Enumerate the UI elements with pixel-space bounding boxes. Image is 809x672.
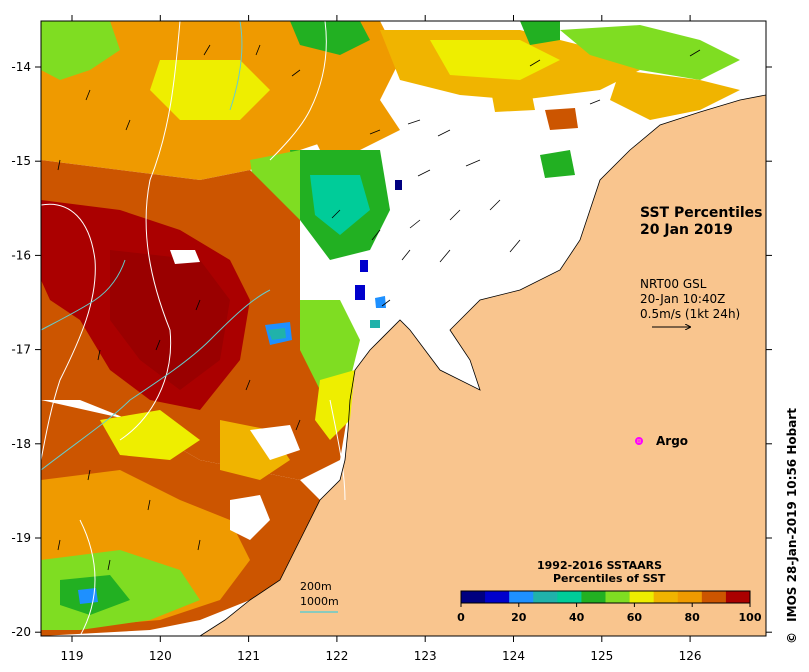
x-tick-label: 123: [414, 649, 437, 663]
colorbar-tick-label: 0: [457, 611, 465, 624]
coastline: [199, 94, 766, 636]
y-tick-label: -20: [11, 625, 31, 639]
colorbar-swatch: [557, 591, 582, 603]
y-tick-label: -14: [11, 60, 31, 74]
colorbar-swatch: [701, 591, 727, 603]
x-tick-label: 124: [502, 649, 525, 663]
argo-float-marker[interactable]: [635, 437, 643, 445]
colorbar-swatch: [461, 591, 486, 603]
colorbar-outline: [460, 590, 751, 604]
y-tick-label: -18: [11, 437, 31, 451]
colorbar-title-line1: 1992-2016 SSTAARS: [537, 559, 662, 572]
colorbar-swatch: [509, 591, 534, 603]
sst-field: [41, 21, 740, 636]
colorbar-swatch: [629, 591, 655, 603]
x-tick-label: 122: [325, 649, 348, 663]
y-tick-label: -17: [11, 343, 31, 357]
map-title-line1: SST Percentiles: [640, 205, 763, 221]
colorbar-swatch: [653, 591, 679, 603]
y-tick-label: -19: [11, 531, 31, 545]
colorbar-swatch: [677, 591, 703, 603]
colorbar-tick-label: 60: [627, 611, 643, 624]
colorbar: [460, 590, 751, 604]
colorbar-tick-label: 80: [685, 611, 701, 624]
colorbar-tick-label: 100: [739, 611, 762, 624]
credit-text: © IMOS 28-Jan-2019 10:56 Hobart: [785, 408, 799, 644]
currents-scale: 0.5m/s (1kt 24h): [640, 307, 740, 321]
colorbar-swatch: [605, 591, 631, 603]
colorbar-ticks: 0 20 40 60 80 100: [457, 603, 762, 624]
x-tick-label: 121: [237, 649, 260, 663]
argo-label: Argo: [656, 434, 688, 448]
currents-time: 20-Jan 10:40Z: [640, 292, 725, 306]
map-area[interactable]: Argo SST Percentiles 20 Jan 2019 NRT00 G…: [41, 21, 766, 636]
map-title-line2: 20 Jan 2019: [640, 222, 733, 238]
x-tick-label: 119: [61, 649, 84, 663]
colorbar-swatch: [485, 591, 510, 603]
current-vectors: [57, 44, 701, 571]
y-axis: -14 -15 -16 -17 -18 -19 -20: [11, 60, 772, 639]
x-axis: 119 120 121 122 123 124 125 126: [61, 15, 702, 663]
colorbar-tick-label: 20: [511, 611, 527, 624]
credit-label: IMOS 28-Jan-2019 10:56 Hobart: [785, 408, 799, 622]
colorbar-title-line2: Percentiles of SST: [553, 572, 666, 585]
colorbar-swatch: [533, 591, 558, 603]
y-tick-label: -16: [11, 248, 31, 262]
y-tick-label: -15: [11, 154, 31, 168]
copyright-icon: ©: [785, 632, 799, 644]
x-tick-label: 126: [679, 649, 702, 663]
plot-frame: [40, 20, 767, 637]
contour-200-label: 200m: [300, 580, 332, 593]
colorbar-swatch: [581, 591, 606, 603]
colorbar-tick-label: 40: [569, 611, 585, 624]
currents-source: NRT00 GSL: [640, 277, 707, 291]
x-tick-label: 120: [149, 649, 172, 663]
contour-1000-label: 1000m: [300, 595, 339, 608]
bathymetry-contours: [41, 21, 346, 636]
x-tick-label: 125: [590, 649, 613, 663]
colorbar-swatch: [725, 591, 751, 603]
